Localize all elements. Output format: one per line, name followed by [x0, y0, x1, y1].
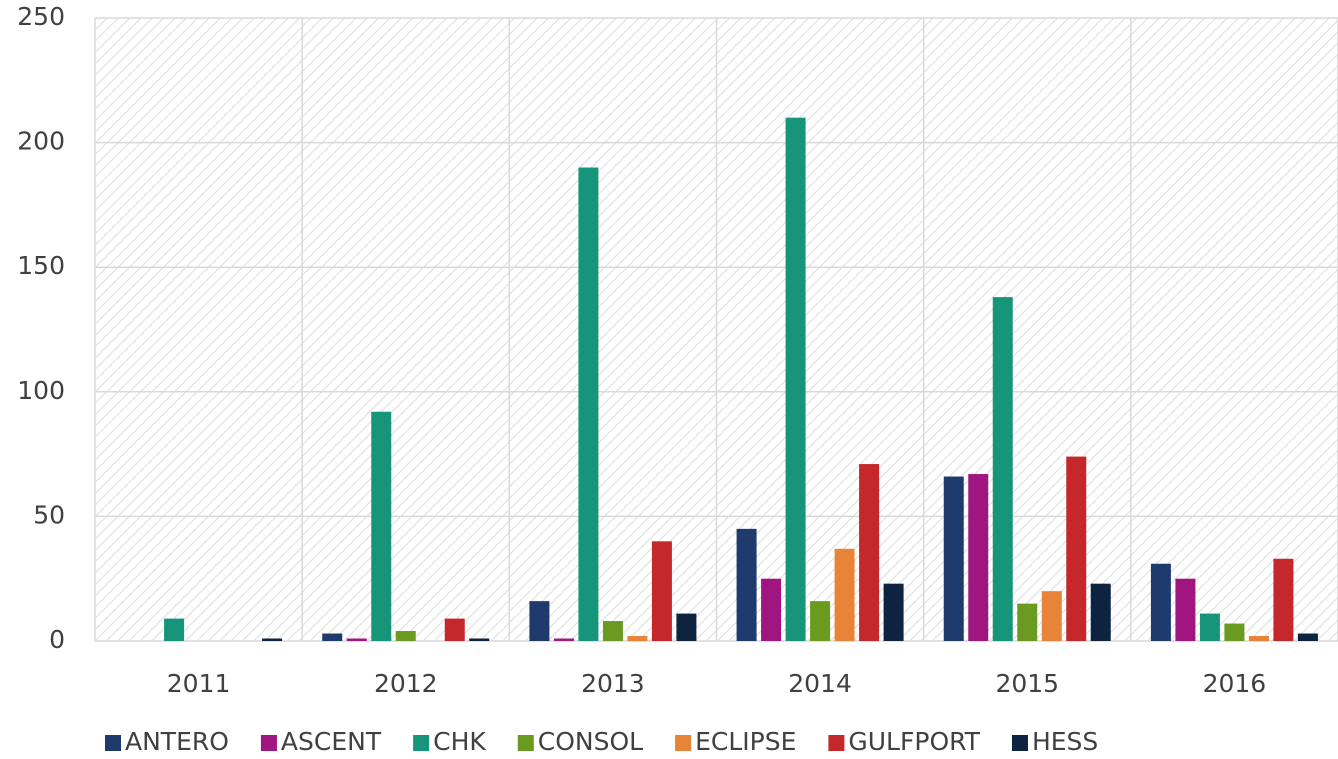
- bar: [322, 633, 343, 641]
- y-tick-label: 150: [17, 251, 65, 280]
- bar: [1041, 591, 1062, 641]
- legend-swatch: [105, 735, 121, 751]
- bar: [1175, 578, 1196, 641]
- bar: [761, 578, 782, 641]
- x-tick-label: 2013: [581, 669, 645, 698]
- bar: [992, 297, 1013, 641]
- bar: [1066, 456, 1087, 641]
- bar: [736, 528, 757, 641]
- legend-swatch: [675, 735, 692, 751]
- x-tick-label: 2016: [1203, 669, 1267, 698]
- bar: [1224, 623, 1245, 641]
- x-tick-label: 2011: [167, 669, 231, 698]
- x-tick-label: 2014: [788, 669, 852, 698]
- x-tick-label: 2012: [374, 669, 438, 698]
- bar: [395, 631, 416, 641]
- legend-label: GULFPORT: [848, 727, 980, 756]
- bar: [553, 638, 574, 641]
- bar: [1297, 633, 1318, 641]
- bar: [1090, 583, 1111, 641]
- bar: [968, 474, 989, 641]
- y-tick-label: 50: [33, 500, 65, 529]
- bar: [943, 476, 964, 641]
- bar: [834, 548, 855, 641]
- bar: [346, 638, 367, 641]
- bar: [444, 618, 465, 641]
- bar: [1017, 603, 1038, 641]
- legend-label: HESS: [1032, 727, 1098, 756]
- legend-swatch: [517, 735, 534, 751]
- bar: [810, 601, 831, 641]
- bar: [627, 636, 648, 641]
- bar: [676, 613, 697, 641]
- bar: [883, 583, 904, 641]
- bar: [578, 167, 599, 641]
- bar: [859, 464, 880, 641]
- x-tick-label: 2015: [995, 669, 1059, 698]
- bar: [529, 601, 550, 641]
- bar: [371, 411, 392, 641]
- y-tick-label: 100: [17, 376, 65, 405]
- legend-label: ASCENT: [281, 727, 382, 756]
- bar: [1199, 613, 1220, 641]
- bar: [1150, 563, 1171, 641]
- bar: [1248, 636, 1269, 641]
- y-tick-label: 250: [17, 2, 65, 31]
- legend-swatch: [413, 735, 430, 751]
- legend-label: CHK: [433, 727, 486, 756]
- legend-label: CONSOL: [538, 727, 643, 756]
- legend-label: ECLIPSE: [695, 727, 796, 756]
- bar: [164, 618, 185, 641]
- legend-swatch: [260, 735, 277, 751]
- bar: [602, 621, 623, 641]
- legend-swatch: [1011, 735, 1028, 751]
- bar: [785, 117, 806, 642]
- legend-label: ANTERO: [125, 727, 229, 756]
- bar: [469, 638, 490, 641]
- bar: [651, 541, 672, 641]
- y-tick-label: 0: [49, 625, 65, 654]
- bar: [262, 638, 283, 641]
- legend-swatch: [828, 735, 845, 751]
- bar: [1273, 558, 1294, 641]
- y-tick-label: 200: [17, 127, 65, 156]
